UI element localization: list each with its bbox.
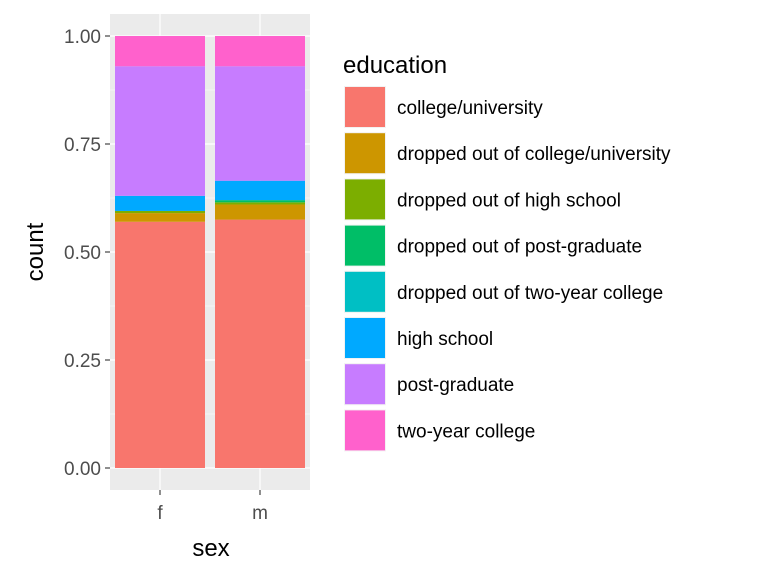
legend-key [345, 179, 385, 220]
bar-segment [115, 195, 205, 211]
bar-segment [115, 210, 205, 214]
legend: college/university dropped out of college… [344, 86, 671, 452]
bar-segment [215, 219, 305, 468]
bar-segment [115, 221, 205, 468]
legend-key [345, 271, 385, 312]
legend-label: dropped out of two-year college [397, 283, 663, 304]
bar-segment [115, 213, 205, 222]
legend-label: dropped out of post-graduate [397, 237, 642, 258]
legend-label: two-year college [397, 421, 535, 442]
x-axis-title: sex [192, 535, 229, 562]
y-axis: 0.00 0.25 0.50 0.75 1.00 [64, 27, 110, 480]
y-axis-title: count [22, 222, 49, 281]
bar-segment [215, 180, 305, 201]
y-tick-label: 0.75 [64, 135, 101, 156]
legend-key [345, 410, 385, 451]
legend-label: high school [397, 329, 493, 350]
legend-key [345, 225, 385, 266]
bar-segment [215, 204, 305, 220]
legend-label: post-graduate [397, 375, 514, 396]
x-tick-label: m [252, 503, 268, 524]
y-tick-label: 0.00 [64, 459, 101, 480]
y-tick-label: 1.00 [64, 27, 101, 48]
bar-segment [215, 36, 305, 67]
legend-key [345, 87, 385, 127]
y-tick-label: 0.25 [64, 351, 101, 372]
bar-segment [215, 200, 305, 203]
bars [115, 36, 305, 468]
bar-segment [115, 36, 205, 67]
legend-key [345, 133, 385, 174]
legend-label: dropped out of college/university [397, 144, 671, 165]
x-tick-label: f [157, 503, 163, 524]
legend-key [345, 364, 385, 405]
y-tick-label: 0.50 [64, 243, 101, 264]
legend-key [345, 318, 385, 358]
bar-segment [115, 66, 205, 196]
legend-label: dropped out of high school [397, 190, 621, 211]
bar-segment [215, 66, 305, 181]
legend-label: college/university [397, 98, 543, 119]
legend-title: education [343, 52, 447, 79]
bar-segment [215, 202, 305, 205]
